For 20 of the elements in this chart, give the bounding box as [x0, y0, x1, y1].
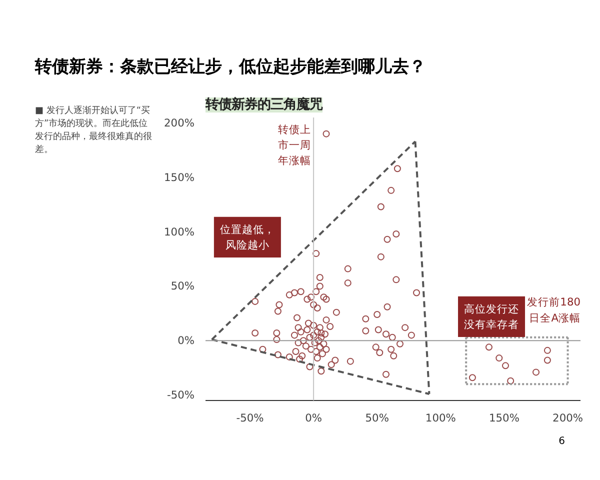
x-tick-label: 0%	[305, 412, 322, 424]
y-tick-label: -50%	[166, 388, 194, 402]
x-tick-label: 150%	[488, 412, 520, 424]
x-axis-title: 发行前180日全A涨幅	[527, 296, 581, 324]
y-tick-label: 0%	[178, 334, 194, 348]
y-tick-label: 50%	[170, 280, 194, 293]
y-tick-label: 200%	[164, 116, 195, 130]
chart-subtitle: 转债新券的三角魔咒	[204, 96, 322, 112]
chart-title: 转债新券：条款已经让步，低位起步能差到哪儿去？	[35, 56, 426, 79]
annotation: 高位发行还没有幸存者	[464, 302, 520, 331]
x-tick-label: -50%	[236, 412, 264, 424]
x-tick-label: 200%	[552, 412, 584, 424]
y-tick-label: 150%	[164, 170, 195, 184]
y-tick-label: 100%	[164, 225, 195, 238]
text: ■ 发行人逐渐开始认可了“买方”市场的现状。而在此低位发行的品种，最终很难真的很差。	[35, 105, 153, 156]
text: 6	[558, 435, 565, 449]
annotation: 位置越低，风险越小	[220, 222, 275, 252]
x-tick-label: 100%	[425, 412, 456, 424]
x-tick-label: 50%	[365, 412, 389, 424]
y-axis-title: 转债上市一周年涨幅	[278, 122, 311, 168]
